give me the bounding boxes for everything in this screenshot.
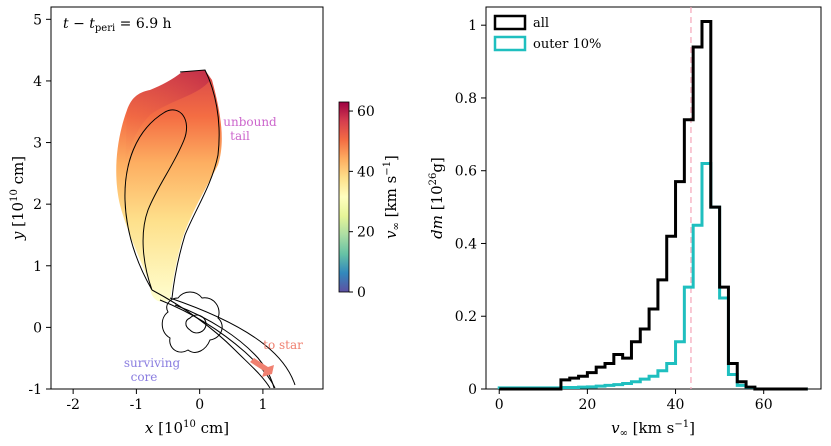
left-x-axis-label: x [1010 cm]: [145, 419, 229, 437]
right-y-tick-label: 0.2: [455, 309, 477, 325]
colorbar-tick-label: 40: [357, 164, 375, 180]
surviving-core-outline: [161, 291, 223, 353]
left-x-tick-label: 0: [195, 397, 204, 413]
right-x-tick-label: 20: [578, 397, 596, 413]
right-x-axis-label: v∞ [km s−1]: [611, 419, 695, 439]
left-x-tick-label: 1: [258, 397, 267, 413]
annotation-core: core: [131, 370, 158, 384]
colorbar-tick-label: 20: [357, 225, 375, 241]
left-x-tick-label: -2: [66, 397, 80, 413]
left-x-ticks: -2 -1 0 1: [66, 389, 267, 413]
colorbar-tick-label: 60: [357, 104, 375, 120]
colorbar-tick-label: 0: [357, 285, 366, 301]
contour-outer: [171, 69, 220, 299]
annotation-to-star: to star: [263, 338, 303, 352]
histogram-series-all: [499, 20, 808, 391]
left-y-tick-label: -1: [28, 382, 42, 398]
left-y-tick-label: 2: [33, 197, 42, 213]
right-y-tick-label: 0.4: [455, 236, 477, 252]
right-y-tick-label: 0.6: [455, 164, 477, 180]
stream-line-1: [151, 289, 271, 389]
right-panel: 0 20 40 60 0 0.2 0.4 0.6 0.8 1 all outer 10% v∞ …: [428, 6, 822, 439]
legend-swatch-all: [493, 14, 527, 31]
legend: all outer 10%: [493, 14, 601, 52]
annotation-tail: tail: [230, 129, 250, 143]
contour-inner: [124, 109, 188, 291]
legend-label-outer10: outer 10%: [533, 37, 601, 52]
right-y-axis-label: dm [1026g]: [428, 157, 446, 239]
time-label: t − tperi = 6.9 h: [63, 16, 172, 34]
left-panel: -2 -1 0 1 -1 0 1 2 3 4 5 t − tperi = 6.9 h unboun…: [9, 6, 324, 437]
left-y-tick-label: 3: [33, 136, 42, 152]
left-y-tick-label: 0: [33, 320, 42, 336]
colorbar-ticks: 0 20 40 60: [349, 104, 375, 301]
stream-line-3: [169, 297, 296, 386]
colorbar-label: v∞ [km s−1]: [382, 155, 402, 239]
tidal-tail-map: [116, 69, 296, 389]
right-y-tick-label: 0: [468, 382, 477, 398]
left-y-tick-label: 1: [33, 259, 42, 275]
right-y-ticks: 0 0.2 0.4 0.6 0.8 1: [455, 18, 486, 398]
annotation-surviving: surviving: [124, 356, 181, 370]
right-axes-frame: [485, 6, 822, 390]
legend-label-all: all: [533, 16, 549, 31]
left-y-ticks: -1 0 1 2 3 4 5: [28, 12, 51, 398]
right-x-ticks: 0 20 40 60: [495, 389, 773, 413]
left-y-tick-label: 4: [33, 74, 42, 90]
left-y-tick-label: 5: [33, 12, 42, 28]
right-y-tick-label: 1: [468, 18, 477, 34]
right-x-tick-label: 0: [495, 397, 504, 413]
colorbar-gradient: [338, 101, 350, 293]
histogram-series-outer10: [497, 161, 808, 391]
left-x-tick-label: -1: [130, 397, 144, 413]
surviving-core-inner: [185, 314, 207, 334]
to-star-arrow: [250, 358, 274, 377]
tail-red-edge: [125, 70, 210, 170]
right-x-tick-label: 60: [755, 397, 773, 413]
legend-swatch-outer10: [493, 35, 527, 52]
annotation-unbound: unbound: [223, 115, 277, 129]
right-y-tick-label: 0.8: [455, 91, 477, 107]
right-x-tick-label: 40: [667, 397, 685, 413]
colorbar: 0 20 40 60 v∞ [km s−1]: [338, 101, 402, 301]
left-y-axis-label: y [1010 cm]: [9, 156, 27, 241]
